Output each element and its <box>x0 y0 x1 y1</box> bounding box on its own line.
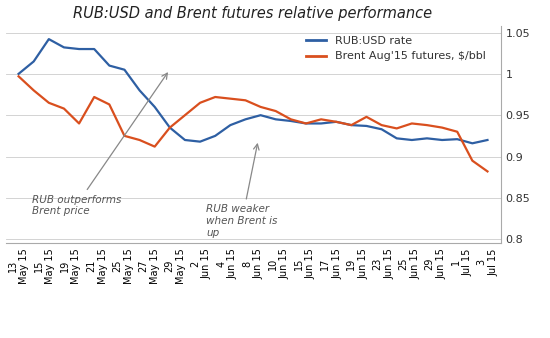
RUB:USD rate <box>227 123 234 127</box>
Brent Aug'15 futures, $/bbl <box>212 95 218 99</box>
RUB:USD rate <box>136 88 143 92</box>
RUB:USD rate <box>454 137 460 141</box>
RUB:USD rate <box>393 136 400 140</box>
RUB:USD rate <box>167 126 173 130</box>
RUB:USD rate <box>76 47 82 51</box>
RUB:USD rate <box>121 68 128 72</box>
RUB:USD rate <box>484 138 491 142</box>
Brent Aug'15 futures, $/bbl <box>318 117 324 121</box>
Brent Aug'15 futures, $/bbl <box>30 88 37 92</box>
RUB:USD rate <box>378 127 385 131</box>
RUB:USD rate <box>348 123 355 127</box>
Brent Aug'15 futures, $/bbl <box>363 115 370 119</box>
RUB:USD rate <box>242 117 249 121</box>
Brent Aug'15 futures, $/bbl <box>151 145 158 149</box>
RUB:USD rate <box>197 140 204 144</box>
RUB:USD rate <box>151 105 158 109</box>
Legend: RUB:USD rate, Brent Aug'15 futures, $/bbl: RUB:USD rate, Brent Aug'15 futures, $/bb… <box>301 31 490 66</box>
Brent Aug'15 futures, $/bbl <box>469 159 476 163</box>
Brent Aug'15 futures, $/bbl <box>272 109 279 113</box>
Brent Aug'15 futures, $/bbl <box>454 130 460 134</box>
RUB:USD rate <box>288 119 294 123</box>
Brent Aug'15 futures, $/bbl <box>348 123 355 127</box>
Line: RUB:USD rate: RUB:USD rate <box>19 39 487 143</box>
Brent Aug'15 futures, $/bbl <box>46 101 52 105</box>
Brent Aug'15 futures, $/bbl <box>393 126 400 130</box>
Title: RUB:USD and Brent futures relative performance: RUB:USD and Brent futures relative perfo… <box>74 5 433 21</box>
Brent Aug'15 futures, $/bbl <box>106 102 113 106</box>
Line: Brent Aug'15 futures, $/bbl: Brent Aug'15 futures, $/bbl <box>19 76 487 171</box>
RUB:USD rate <box>46 37 52 41</box>
RUB:USD rate <box>257 113 264 117</box>
Text: RUB outperforms
Brent price: RUB outperforms Brent price <box>31 73 167 216</box>
Brent Aug'15 futures, $/bbl <box>15 74 22 78</box>
RUB:USD rate <box>106 64 113 68</box>
Brent Aug'15 futures, $/bbl <box>257 105 264 109</box>
Brent Aug'15 futures, $/bbl <box>242 98 249 102</box>
RUB:USD rate <box>318 121 324 125</box>
RUB:USD rate <box>182 138 188 142</box>
RUB:USD rate <box>60 45 67 49</box>
Brent Aug'15 futures, $/bbl <box>424 123 430 127</box>
Brent Aug'15 futures, $/bbl <box>302 121 309 125</box>
RUB:USD rate <box>212 134 218 138</box>
RUB:USD rate <box>439 138 446 142</box>
RUB:USD rate <box>30 59 37 64</box>
Brent Aug'15 futures, $/bbl <box>439 126 446 130</box>
Brent Aug'15 futures, $/bbl <box>91 95 97 99</box>
RUB:USD rate <box>91 47 97 51</box>
Brent Aug'15 futures, $/bbl <box>333 120 339 124</box>
Brent Aug'15 futures, $/bbl <box>136 138 143 142</box>
Brent Aug'15 futures, $/bbl <box>409 121 415 125</box>
Brent Aug'15 futures, $/bbl <box>76 121 82 125</box>
Brent Aug'15 futures, $/bbl <box>60 106 67 111</box>
Brent Aug'15 futures, $/bbl <box>197 101 204 105</box>
RUB:USD rate <box>333 120 339 124</box>
Brent Aug'15 futures, $/bbl <box>227 97 234 101</box>
RUB:USD rate <box>272 117 279 121</box>
Brent Aug'15 futures, $/bbl <box>484 169 491 173</box>
Brent Aug'15 futures, $/bbl <box>121 134 128 138</box>
RUB:USD rate <box>424 136 430 140</box>
Brent Aug'15 futures, $/bbl <box>167 126 173 130</box>
Brent Aug'15 futures, $/bbl <box>182 113 188 117</box>
Brent Aug'15 futures, $/bbl <box>378 123 385 127</box>
RUB:USD rate <box>409 138 415 142</box>
RUB:USD rate <box>15 72 22 76</box>
Text: RUB weaker
when Brent is
up: RUB weaker when Brent is up <box>206 144 278 238</box>
RUB:USD rate <box>302 121 309 125</box>
Brent Aug'15 futures, $/bbl <box>288 117 294 121</box>
RUB:USD rate <box>363 124 370 128</box>
RUB:USD rate <box>469 141 476 145</box>
